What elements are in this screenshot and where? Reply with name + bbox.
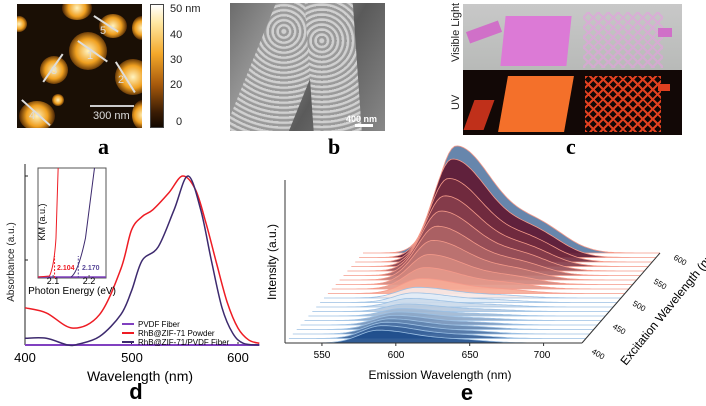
emission-ridge (316, 297, 614, 308)
z-tick-label: 600 (672, 253, 689, 268)
inset-powder-curve (37, 167, 59, 278)
x-axis-label: Wavelength (nm) (87, 368, 193, 384)
profile-number: 1 (87, 50, 94, 62)
panel-label-e: e (461, 380, 473, 405)
visible-light-photo (463, 4, 682, 70)
inset-x-tick: 2.2 (83, 276, 96, 286)
z-tick-label: 450 (611, 322, 628, 337)
colorbar-tick: 50 nm (170, 3, 201, 15)
panel-label-b: b (328, 134, 341, 159)
y-axis-label: Absorbance (a.u.) (6, 222, 17, 302)
panel-label-d: d (129, 379, 142, 404)
inset-frame (37, 167, 107, 279)
uv-photo (463, 70, 682, 135)
z-tick-label: 500 (631, 299, 648, 314)
colorbar-tick: 20 (170, 79, 183, 91)
profile-number: 2 (118, 74, 125, 86)
inset-y-axis-label: KM (a.u.) (37, 203, 47, 240)
afm-image: 1 2 3 4 5 300 nm (17, 4, 142, 128)
colorbar (150, 4, 164, 128)
z-tick-label: 400 (590, 347, 607, 362)
z-axis (581, 252, 661, 344)
x-tick-label: 500 (121, 350, 143, 365)
scale-bar (90, 105, 134, 107)
panel-label-c: c (566, 134, 576, 159)
series-line (24, 175, 260, 345)
colorbar-tick: 40 (170, 29, 183, 41)
y-axis-label: Intensity (a.u.) (265, 224, 279, 300)
profile-number: 5 (100, 25, 107, 37)
scale-bar (355, 124, 373, 127)
inset-fiber-curve (70, 167, 95, 278)
z-tick-label: 550 (652, 277, 669, 292)
scale-bar-label: 400 nm (345, 114, 377, 124)
inset-x-tick: 2.1 (47, 276, 60, 286)
x-tick-label: 600 (388, 350, 405, 361)
inset-annotation: 2.104 (57, 265, 75, 272)
x-axis-label: Emission Wavelength (nm) (369, 368, 512, 382)
x-tick-label: 700 (534, 350, 551, 361)
profile-number: 4 (29, 110, 36, 122)
emission-waterfall-chart (284, 145, 661, 346)
x-tick-label: 600 (227, 350, 249, 365)
series-line (24, 175, 260, 347)
legend-entry: RhB@ZIF-71 Powder (138, 329, 215, 338)
legend-entry: RhB@ZIF-71/PVDF Fiber (138, 338, 230, 347)
x-tick-label: 650 (462, 350, 479, 361)
panel-label-a: a (98, 134, 109, 159)
z-axis-label: Excitation Wavelength (nm) (617, 245, 706, 367)
emission-ridge (312, 303, 610, 312)
profile-number: 3 (51, 65, 58, 77)
sem-image: 400 nm (230, 3, 385, 131)
legend-entry: PVDF Fiber (138, 320, 180, 329)
emission-ridge (320, 292, 618, 303)
inset-x-axis-label: Photon Energy (eV) (28, 286, 116, 297)
colorbar-tick: 30 (170, 54, 183, 66)
scale-bar-label: 300 nm (93, 110, 130, 122)
photo-panel (463, 4, 682, 135)
legend: PVDF Fiber RhB@ZIF-71 Powder RhB@ZIF-71/… (122, 320, 230, 347)
inset-annotation: 2.170 (82, 265, 100, 272)
colorbar-tick: 0 (176, 116, 183, 128)
x-tick-label: 400 (14, 350, 36, 365)
x-tick-label: 550 (314, 350, 331, 361)
